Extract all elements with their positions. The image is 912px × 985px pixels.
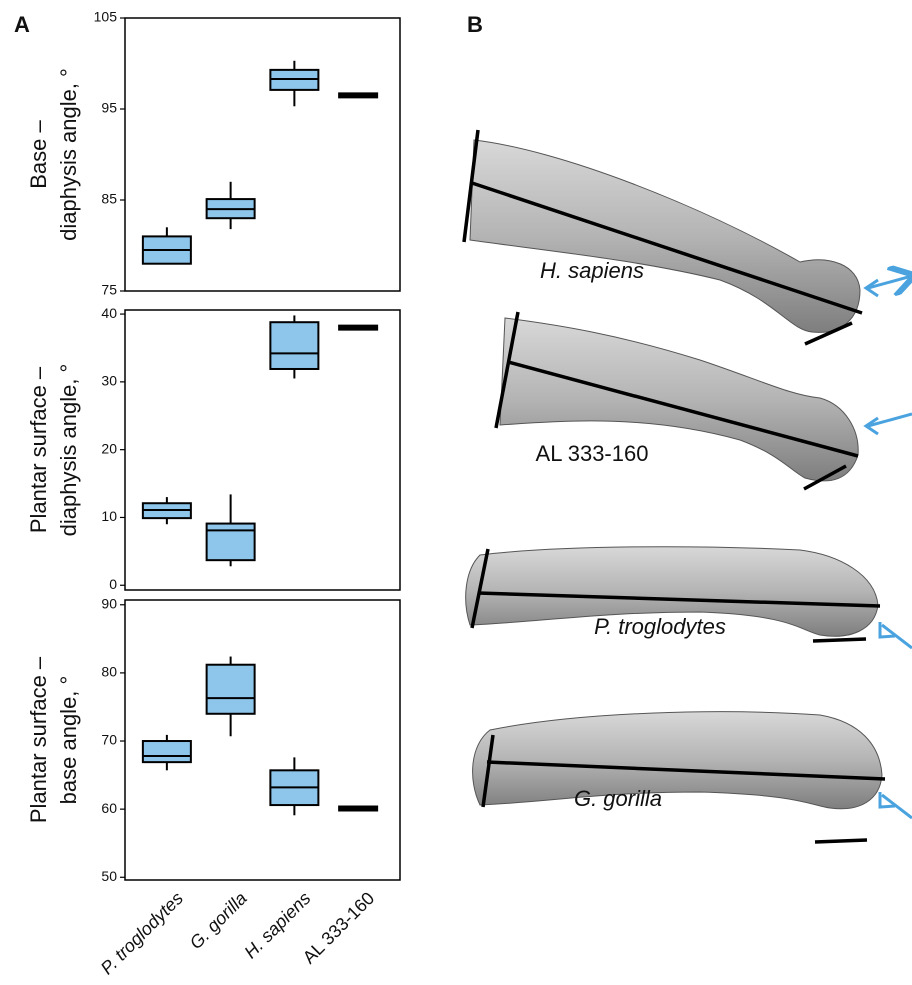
y-tick-label: 95 bbox=[101, 100, 117, 116]
y-tick-label: 80 bbox=[101, 664, 117, 680]
y-axis-label: diaphysis angle, ° bbox=[56, 68, 81, 241]
y-tick-label: 30 bbox=[101, 373, 117, 389]
y-axis-label: Base – bbox=[26, 119, 51, 188]
bone-lines bbox=[462, 129, 886, 844]
y-tick-label: 85 bbox=[101, 191, 117, 207]
y-tick-label: 40 bbox=[101, 305, 117, 321]
y-tick-label: 0 bbox=[109, 576, 117, 592]
x-tick-label: P. troglodytes bbox=[97, 888, 187, 978]
specimen-label: G. gorilla bbox=[574, 786, 662, 811]
arrows bbox=[863, 276, 912, 820]
specimen-label: P. troglodytes bbox=[594, 614, 726, 639]
y-axis-label: diaphysis angle, ° bbox=[56, 364, 81, 537]
y-tick-label: 70 bbox=[101, 732, 117, 748]
box bbox=[269, 321, 320, 370]
y-axis-label: Plantar surface – bbox=[26, 366, 51, 533]
plot-frame bbox=[124, 17, 401, 292]
specimen-label: H. sapiens bbox=[540, 258, 644, 283]
box bbox=[205, 522, 256, 562]
y-tick-label: 20 bbox=[101, 440, 117, 456]
panel-label: B bbox=[467, 12, 483, 37]
y-tick-label: 105 bbox=[94, 9, 118, 25]
y-tick-label: 10 bbox=[101, 508, 117, 524]
y-tick-label: 90 bbox=[101, 595, 117, 611]
bones bbox=[465, 139, 883, 810]
specimen-label: AL 333-160 bbox=[536, 441, 649, 466]
plot-frame bbox=[124, 599, 401, 881]
y-tick-label: 60 bbox=[101, 800, 117, 816]
y-axis-label: Plantar surface – bbox=[26, 656, 51, 823]
y-axis-label: base angle, ° bbox=[56, 676, 81, 805]
plot-frame bbox=[124, 309, 401, 591]
box bbox=[141, 740, 192, 764]
box bbox=[205, 663, 256, 715]
panel-label: A bbox=[14, 12, 30, 37]
y-tick-label: 50 bbox=[101, 868, 117, 884]
y-tick-label: 75 bbox=[101, 282, 117, 298]
x-tick-label: G. gorilla bbox=[186, 888, 251, 953]
